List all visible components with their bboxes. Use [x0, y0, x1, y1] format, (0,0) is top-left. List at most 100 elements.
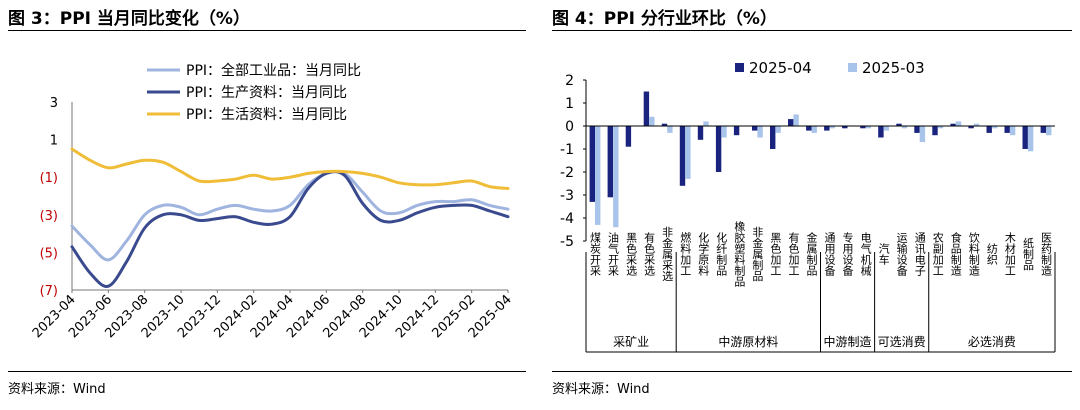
bar-2025-04 — [661, 123, 668, 126]
line-y-tick-label: 1 — [50, 134, 58, 149]
category-label: 有色加工 — [787, 231, 800, 276]
series-ppi-production-line — [70, 170, 510, 288]
group-label: 可选消费 — [878, 335, 926, 349]
bar-2025-04 — [878, 126, 884, 138]
bar-2025-04 — [842, 126, 848, 129]
bar-2025-03 — [973, 123, 980, 126]
bar-2025-03 — [1046, 126, 1052, 136]
category-label: 专用设备 — [841, 231, 854, 277]
bar-legend-swatch — [735, 63, 744, 72]
group-label: 必选消费 — [968, 335, 1016, 349]
category-label: 运输设备 — [895, 232, 908, 277]
bar-2025-03 — [811, 126, 817, 133]
category-label: 金属制品 — [805, 231, 818, 276]
line-legend-label: PPI：生活资料：当月同比 — [186, 107, 347, 123]
bar-2025-04 — [824, 126, 830, 131]
bar-2025-03 — [883, 126, 889, 131]
left-source-note: 资料来源：Wind — [8, 382, 106, 397]
bar-2025-03 — [901, 126, 908, 129]
bar-2025-04 — [607, 126, 613, 198]
category-label: 非金属采选 — [661, 226, 674, 281]
bar-y-tick-label: -1 — [560, 142, 574, 158]
bar-2025-04 — [932, 126, 938, 136]
bar-2025-03 — [649, 116, 655, 126]
bar-2025-03 — [685, 126, 691, 179]
bar-2025-04 — [806, 126, 812, 131]
left-title-rule — [8, 30, 526, 31]
bar-2025-03 — [667, 126, 673, 133]
category-label: 有色采选 — [643, 231, 656, 276]
bar-legend-label: 2025-04 — [749, 59, 812, 77]
bar-legend-swatch — [848, 63, 857, 72]
left-source-rule — [8, 371, 526, 372]
bar-2025-03 — [793, 114, 799, 126]
bar-y-tick-label: 2 — [565, 73, 574, 89]
bar-2025-03 — [613, 126, 619, 228]
bar-2025-04 — [896, 123, 902, 126]
category-label: 通用设备 — [823, 232, 836, 277]
series-ppi-living-line — [70, 147, 510, 190]
category-label: 黑色加工 — [769, 232, 782, 276]
bar-2025-04 — [1040, 126, 1046, 133]
bar-2025-04 — [679, 126, 686, 186]
bar-2025-04 — [752, 126, 758, 131]
category-label: 电气机械 — [859, 232, 872, 277]
category-label: 纺织 — [985, 242, 998, 265]
bar-2025-04 — [986, 126, 992, 133]
line-y-tick-label: (7) — [40, 284, 58, 299]
bar-2025-04 — [1022, 126, 1028, 149]
category-label: 木材加工 — [1003, 232, 1016, 276]
bar-y-tick-label: -5 — [560, 234, 574, 250]
category-label: 医药制造 — [1039, 232, 1052, 276]
bar-legend-label: 2025-03 — [862, 59, 925, 77]
line-y-tick-label: (1) — [40, 171, 58, 186]
bar-2025-04 — [643, 91, 650, 126]
right-title-rule — [552, 30, 1072, 31]
category-label: 油气开采 — [607, 231, 620, 277]
bar-y-tick-label: 0 — [565, 119, 574, 135]
bar-2025-03 — [829, 126, 835, 129]
bar-2025-03 — [937, 126, 944, 129]
bar-y-tick-label: 1 — [565, 96, 574, 112]
category-label: 饮料制造 — [967, 232, 980, 276]
group-label: 中游制造 — [824, 334, 872, 349]
category-label: 汽车 — [877, 242, 890, 266]
line-y-tick-label: (5) — [40, 246, 58, 261]
bar-2025-04 — [733, 126, 740, 136]
bar-2025-03 — [1027, 126, 1034, 152]
bar-2025-03 — [703, 121, 709, 126]
line-y-tick-label: 3 — [50, 96, 58, 111]
bar-2025-03 — [775, 126, 781, 133]
series-ppi-all-line — [70, 170, 510, 262]
category-label: 食品制造 — [949, 231, 962, 276]
group-label: 采矿业 — [613, 335, 649, 349]
right-source-rule — [552, 371, 1072, 372]
category-label: 化纤制品 — [715, 231, 728, 276]
line-legend-label: PPI：全部工业品：当月同比 — [186, 62, 361, 79]
bar-2025-04 — [589, 126, 595, 202]
bar-2025-04 — [770, 126, 776, 149]
category-label: 化学原料 — [697, 231, 710, 277]
group-label: 中游原材料 — [718, 334, 778, 349]
bar-2025-03 — [919, 126, 926, 143]
category-label: 燃料加工 — [679, 231, 692, 276]
bar-2025-03 — [1009, 126, 1016, 136]
bar-2025-04 — [625, 126, 632, 147]
bar-y-tick-label: -2 — [560, 165, 574, 181]
category-label: 农副加工 — [931, 231, 944, 276]
right-source-note: 资料来源：Wind — [552, 382, 650, 397]
bar-2025-04 — [697, 126, 704, 140]
bar-2025-03 — [721, 126, 727, 138]
line-legend-label: PPI：生产资料：当月同比 — [186, 85, 347, 101]
category-label: 煤炭开采 — [589, 232, 602, 277]
bar-2025-04 — [914, 126, 920, 133]
category-label: 通讯电子 — [913, 232, 926, 276]
bar-2025-03 — [757, 126, 763, 138]
bar-2025-04 — [968, 126, 974, 129]
right-chart-title: 图 4：PPI 分行业环比（%） — [552, 9, 777, 29]
bar-2025-04 — [950, 123, 956, 126]
bar-y-tick-label: -3 — [560, 188, 574, 204]
bar-2025-04 — [860, 126, 866, 129]
